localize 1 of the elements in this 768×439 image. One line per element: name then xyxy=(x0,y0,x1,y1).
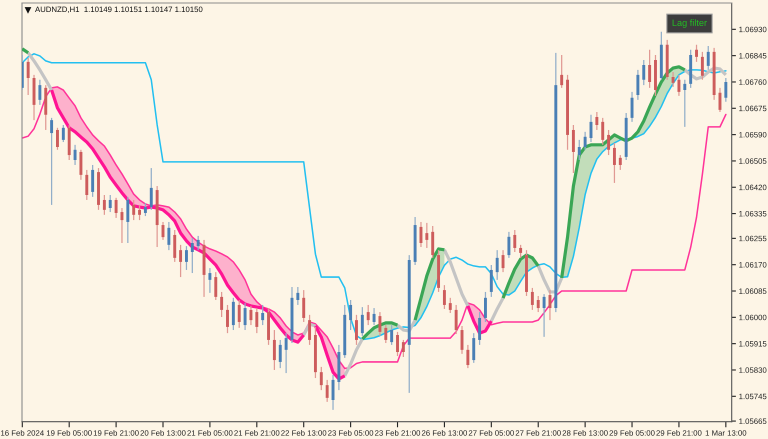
annotation: Lag filter xyxy=(672,19,707,28)
